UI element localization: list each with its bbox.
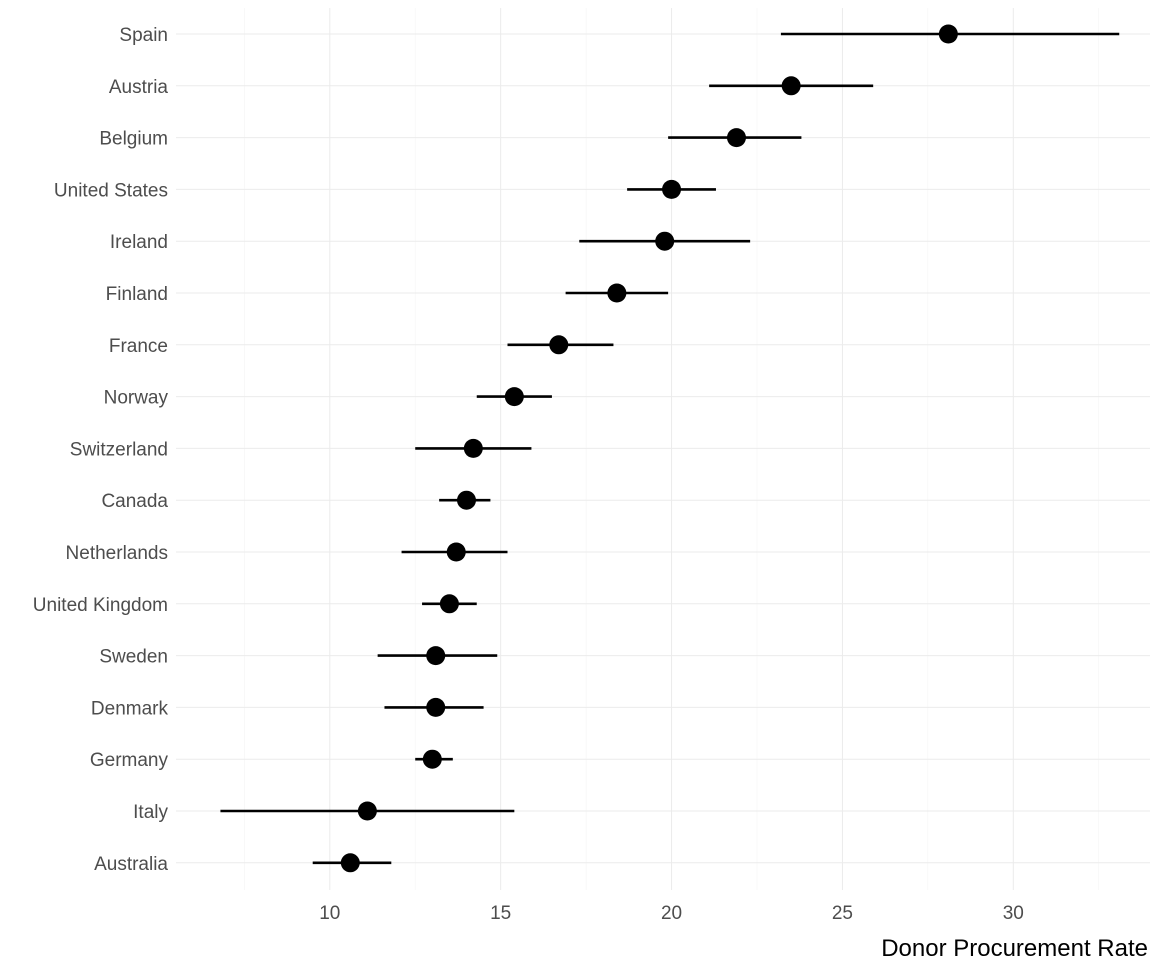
y-tick-label: Sweden [99,647,168,668]
x-axis-tick-labels: 10 15 20 25 30 [319,903,1024,924]
minor-x-gridlines [244,8,1100,890]
y-tick-label: Denmark [91,698,169,719]
data-point [549,335,569,355]
y-tick-label: Canada [101,491,168,512]
data-point [938,24,958,44]
data-point [662,179,682,199]
data-point [357,801,377,821]
x-tick-label: 20 [661,903,682,924]
y-tick-label: Australia [94,854,168,875]
y-tick-label: Finland [106,284,168,305]
y-tick-label: United Kingdom [33,595,168,616]
x-tick-label: 25 [832,903,853,924]
major-y-gridlines [176,33,1150,864]
y-tick-label: Netherlands [66,543,168,564]
y-tick-label: Spain [119,25,168,46]
y-tick-label: Italy [133,802,168,823]
y-tick-label: Switzerland [70,439,168,460]
y-axis-tick-labels: Spain Austria Belgium United States Ireland F… [33,25,169,875]
data-point [340,853,360,873]
x-tick-label: 15 [490,903,511,924]
data-point [426,697,446,717]
data-point [781,76,801,96]
x-tick-label: 30 [1003,903,1024,924]
y-tick-label: United States [54,180,168,201]
data-point [504,387,524,407]
data-point [726,128,746,148]
data-point [439,594,459,614]
y-tick-label: Belgium [99,129,168,150]
data-point [607,283,627,303]
x-axis-title: Donor Procurement Rate [881,935,1148,960]
data-point [463,438,483,458]
y-tick-label: Ireland [110,232,168,253]
data-point [456,490,476,510]
y-tick-label: Germany [90,750,169,771]
data-point [446,542,466,562]
data-point [655,231,675,251]
y-tick-label: Austria [109,77,169,98]
x-tick-label: 10 [319,903,340,924]
y-tick-label: France [109,336,168,357]
data-point [422,749,442,769]
y-tick-label: Norway [104,388,169,409]
data-point [426,646,446,666]
major-x-gridlines [329,8,1014,890]
data-points [340,24,958,873]
